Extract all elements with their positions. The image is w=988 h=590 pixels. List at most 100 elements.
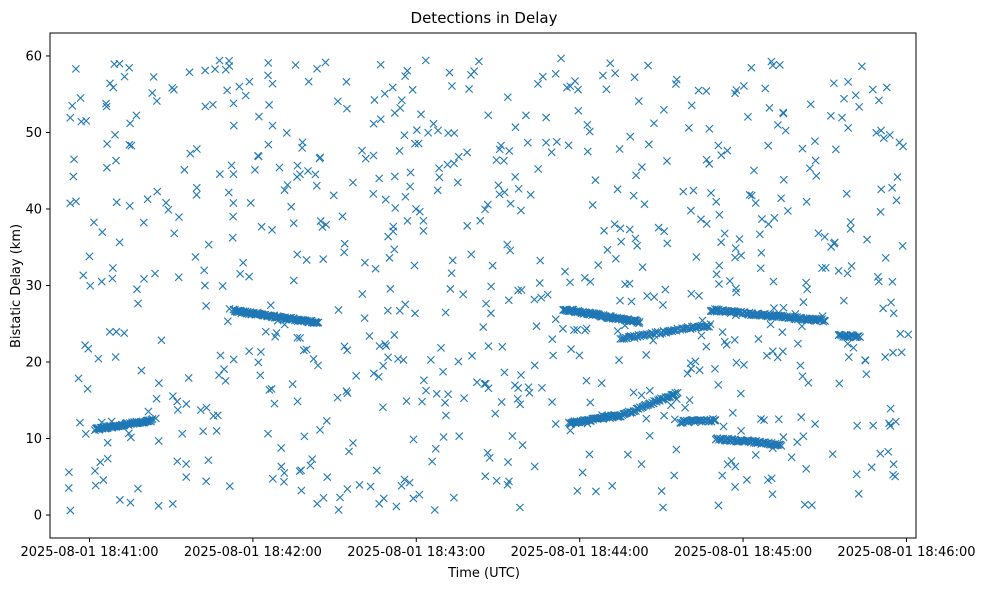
data-point [202,477,211,486]
data-point [225,304,234,313]
data-point [711,416,720,425]
data-point [406,182,415,191]
data-point [694,86,703,95]
data-point [702,342,711,351]
data-point [874,96,883,105]
data-point [313,499,322,508]
data-point [383,306,392,315]
data-point [810,137,819,146]
data-point [694,291,703,300]
data-point [319,493,328,502]
data-point [640,200,649,209]
data-point [835,379,844,388]
data-point [702,219,711,228]
data-point [768,61,777,70]
data-point [778,328,787,337]
data-point [385,253,394,262]
data-point [530,295,539,304]
data-point [474,57,483,66]
data-point [506,199,515,208]
data-point [591,487,600,496]
data-point [779,303,788,312]
data-point [632,171,641,180]
data-point [277,462,286,471]
data-point [481,379,490,388]
data-point [712,305,721,314]
data-point [580,273,589,282]
data-point [508,432,517,440]
data-point [170,229,179,238]
data-point [847,262,856,270]
data-point [542,113,551,122]
data-point [548,398,557,407]
data-point [807,501,816,510]
data-point [821,317,830,326]
data-point [280,320,289,329]
data-point [102,102,111,111]
data-point [506,246,515,255]
data-point [569,326,578,335]
data-point [239,258,248,267]
data-point [94,354,103,363]
data-point [479,323,488,332]
data-point [757,248,766,257]
data-point [192,190,201,199]
data-point [463,221,472,230]
data-point [223,86,232,95]
data-point [229,170,238,179]
data-point [450,159,459,168]
data-point [718,328,727,337]
data-point [70,155,79,164]
data-point [312,181,321,190]
data-point [433,186,442,195]
data-point [91,466,99,475]
data-point [714,501,723,510]
data-point [774,415,783,424]
data-point [444,390,453,399]
y-tick-label: 10 [25,432,42,447]
data-point [200,281,209,290]
data-point [154,379,163,388]
data-point [610,220,619,229]
data-point [627,297,636,306]
data-point [863,235,872,244]
data-point [697,331,706,340]
data-point [798,372,807,381]
data-point [97,277,106,286]
data-point [444,129,453,138]
data-point [241,91,250,100]
data-point [503,240,512,249]
data-point [754,334,763,343]
data-point [629,191,638,200]
data-point [186,149,195,158]
data-point [384,353,393,362]
data-point [723,146,732,155]
data-point [500,368,509,377]
x-tick-label: 2025-08-01 18:44:00 [511,545,649,560]
data-point [447,81,456,90]
data-point [225,482,234,491]
data-point [120,72,129,81]
data-point [769,304,778,313]
data-point [585,127,594,136]
data-point [755,230,764,239]
data-point [164,205,173,214]
data-point [83,384,92,393]
data-point [289,219,298,228]
data-point [333,97,342,106]
data-point [446,284,455,293]
data-point [454,357,463,366]
data-point [215,170,224,179]
data-point [891,417,900,426]
data-point [280,186,289,195]
data-point [888,183,897,192]
data-point [472,378,481,387]
data-point [611,254,620,263]
data-point [192,183,201,192]
data-point [743,112,752,121]
data-point [264,71,273,80]
data-point [811,156,820,165]
data-point [125,63,134,72]
data-point [293,161,302,170]
